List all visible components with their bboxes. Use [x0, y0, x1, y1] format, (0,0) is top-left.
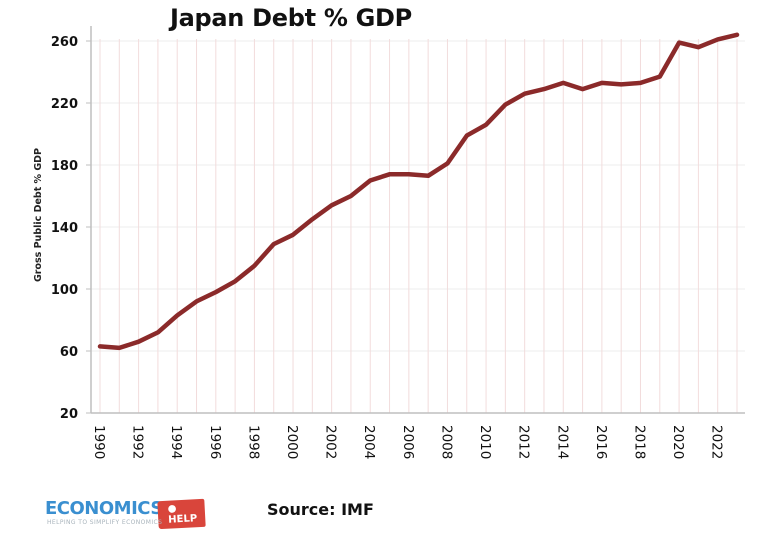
y-tick-label: 180	[51, 159, 78, 174]
y-tick-label: 260	[51, 35, 78, 50]
chart-title: Japan Debt % GDP	[170, 4, 412, 32]
y-tick-label: 20	[60, 407, 78, 422]
x-tick-label: 2008	[438, 425, 454, 459]
y-axis-ticks: 20 60 100 140 180 220 260	[51, 35, 91, 422]
x-tick-label: 2014	[554, 425, 570, 459]
x-tick-label: 2010	[477, 425, 493, 459]
x-tick-label: 1998	[245, 425, 261, 459]
x-axis-ticks: 1990 1992 1994 1996 1998 2000 2002 2004 2006 2008…	[91, 425, 725, 459]
y-tick-label: 140	[51, 221, 78, 236]
x-tick-label: 2018	[631, 425, 647, 459]
y-tick-label: 220	[51, 97, 78, 112]
debt-series-line	[97, 32, 740, 351]
economics-help-logo: ECONOMICS ● HELP HELPING TO SIMPLIFY ECO…	[45, 498, 206, 530]
x-tick-label: 2022	[709, 425, 725, 459]
y-tick-label: 100	[51, 283, 78, 298]
x-tick-label: 2012	[516, 425, 532, 459]
x-tick-label: 2016	[593, 425, 609, 459]
x-tick-label: 2006	[400, 425, 416, 459]
x-tick-label: 2002	[323, 425, 339, 459]
gridlines	[91, 39, 745, 413]
x-tick-label: 2000	[284, 425, 300, 459]
x-tick-label: 1996	[207, 425, 223, 459]
x-tick-label: 2004	[361, 425, 377, 459]
x-tick-label: 2020	[670, 425, 686, 459]
source-note: Source: IMF	[267, 500, 374, 519]
logo-help-tag: ● HELP	[157, 498, 206, 530]
line-chart: 20 60 100 140 180 220 260 1990 1992 1994 1996 1998…	[51, 26, 745, 459]
axes	[90, 26, 745, 414]
x-tick-label: 1992	[130, 425, 146, 459]
x-tick-label: 1990	[91, 425, 107, 459]
y-tick-label: 60	[60, 345, 78, 360]
logo-tagline: HELPING TO SIMPLIFY ECONOMICS	[47, 519, 163, 526]
logo-wordmark: ECONOMICS	[45, 498, 163, 519]
x-tick-label: 1994	[168, 425, 184, 459]
